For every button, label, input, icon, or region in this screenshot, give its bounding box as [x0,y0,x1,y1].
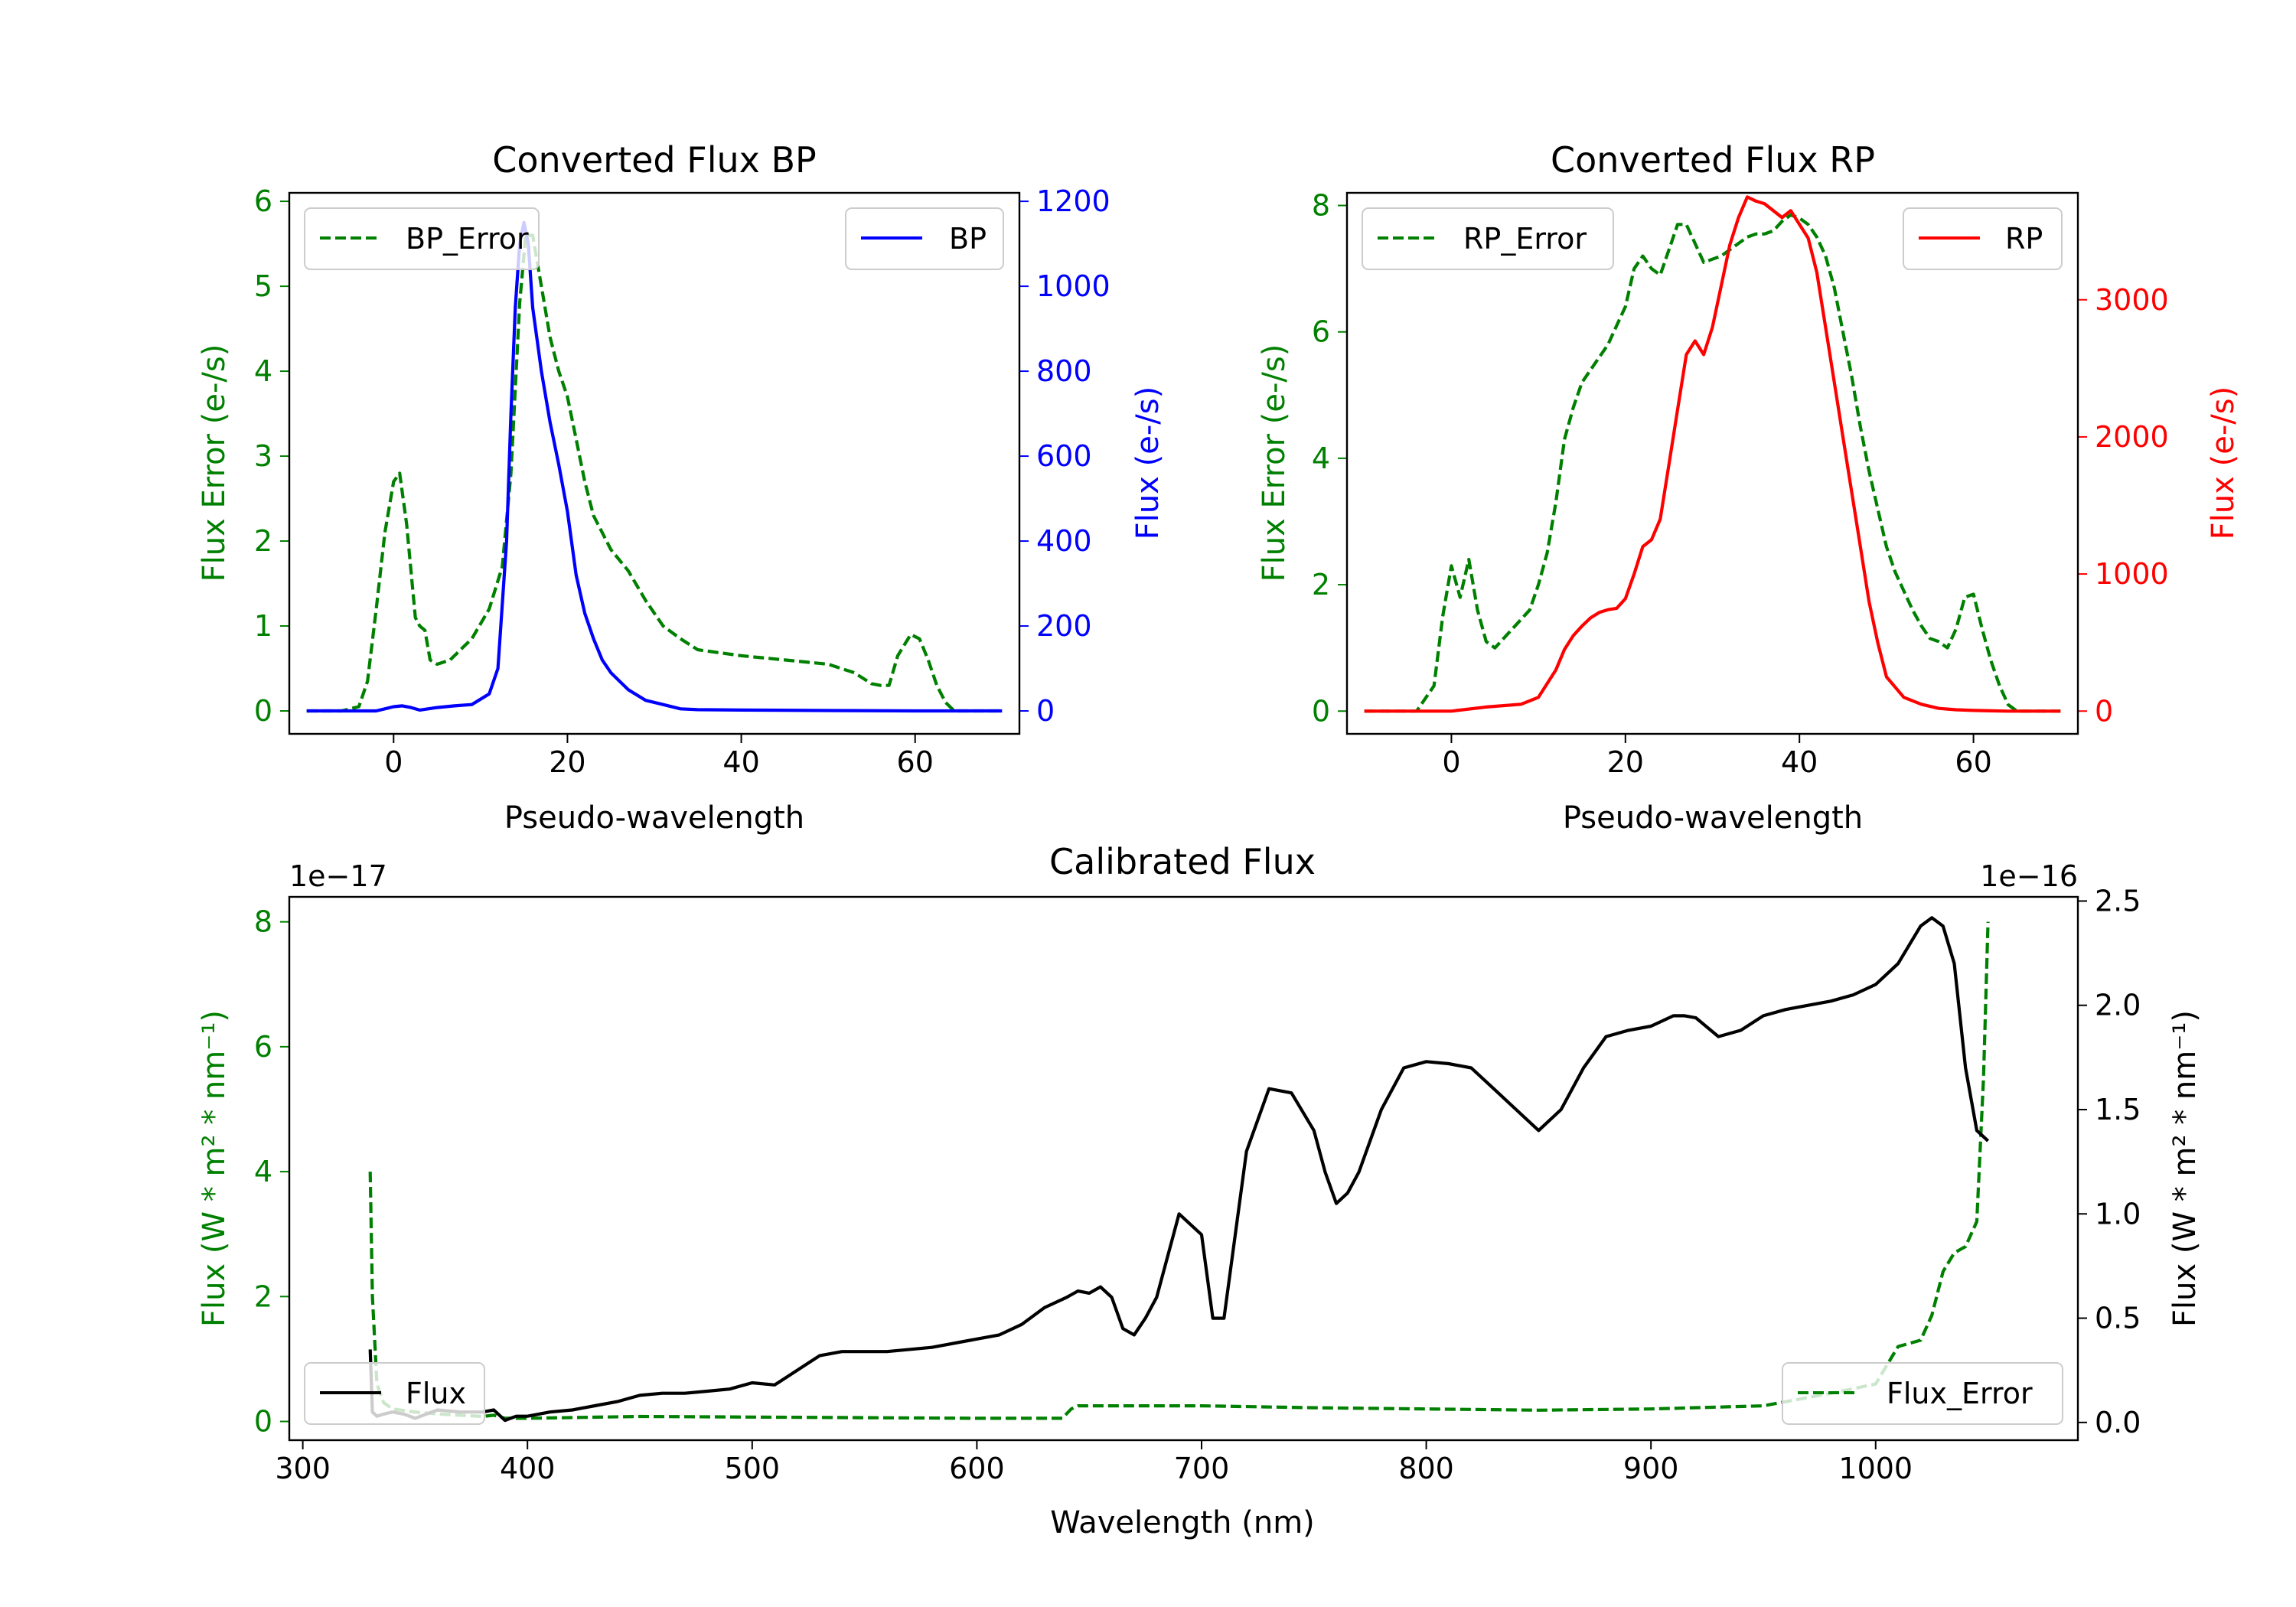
cal-xlabel: Wavelength (nm) [1050,1505,1315,1540]
y-right-tick-label: 200 [1036,609,1092,643]
y-left-tick-label: 0 [1312,694,1330,728]
cal-legend-flux-label: Flux [406,1377,466,1410]
cal-ylabel-right: Flux (W * m² * nm⁻¹) [2167,1010,2203,1327]
y-right-tick-label: 0.0 [2095,1406,2141,1439]
y-right-tick-label: 0.5 [2095,1302,2141,1335]
cal-legend-error-label: Flux_Error [1887,1377,2033,1410]
cal-title: Calibrated Flux [1049,841,1316,882]
rp-plot-frame [1345,191,2079,735]
y-left-tick-label: 8 [254,905,272,939]
y-left-tick-label: 4 [254,1155,272,1188]
bp-lines [306,220,1003,713]
series-bp-error-line [306,233,1003,713]
bp-legend-flux-label: BP [949,222,987,256]
bp-ylabel-left: Flux Error (e-/s) [197,344,232,582]
x-tick-label: 20 [549,745,585,779]
rp-panel: Converted Flux RP 0 20 40 60 0 2 4 6 8 0 1000 2000 3… [1257,139,2241,836]
y-right-tick-label: 2000 [2095,420,2169,454]
y-right-tick-label: 600 [1036,439,1092,473]
y-left-tick-label: 0 [254,694,272,728]
x-tick-label: 20 [1607,745,1644,779]
series-rp-error-line [1364,213,2061,713]
y-left-tick-label: 5 [254,269,272,303]
y-left-tick-label: 2 [254,524,272,558]
bp-legend-error: BP_Error [304,207,540,270]
cal-legend-flux: Flux [304,1362,485,1425]
y-left-tick-label: 2 [1312,568,1330,601]
x-tick-label: 400 [500,1452,556,1485]
y-left-tick-label: 6 [1312,315,1330,349]
y-right-tick-label: 2.5 [2095,884,2141,918]
x-tick-label: 900 [1623,1452,1679,1485]
y-left-tick-label: 2 [254,1279,272,1313]
calibrated-panel: Calibrated Flux 1e−17 1e−16 300 400 500 600… [197,841,2203,1540]
rp-ylabel-left: Flux Error (e-/s) [1257,344,1292,582]
y-right-tick-label: 1000 [2095,557,2169,591]
bp-title: Converted Flux BP [492,139,817,181]
series-bp-line [306,220,1003,713]
y-right-tick-label: 1000 [1036,269,1110,303]
x-tick-label: 60 [1955,745,1991,779]
y-left-tick-label: 8 [1312,189,1330,223]
bp-legend-flux: BP [845,207,1004,270]
y-right-tick-label: 0 [1036,694,1055,728]
y-left-tick-label: 6 [254,1030,272,1064]
x-tick-label: 600 [949,1452,1005,1485]
bp-xlabel: Pseudo-wavelength [504,800,804,836]
cal-tick-group: 300 400 500 600 700 800 900 1000 0 2 4 6 8 0.0 0.5 1.0 1… [254,884,2141,1485]
x-tick-label: 0 [1442,745,1460,779]
rp-legend-error-label: RP_Error [1463,222,1587,256]
bp-plot-frame [288,191,1021,735]
x-tick-label: 0 [384,745,403,779]
series-flux-line [368,916,1990,1423]
x-tick-label: 800 [1398,1452,1454,1485]
y-right-tick-label: 1.5 [2095,1093,2141,1126]
series-rp-line [1364,195,2061,713]
x-tick-label: 40 [1781,745,1818,779]
y-left-tick-label: 4 [1312,442,1330,475]
x-tick-label: 1000 [1838,1452,1913,1485]
bp-legend-error-label: BP_Error [406,222,529,256]
cal-ylabel-left: Flux (W * m² * nm⁻¹) [197,1010,232,1327]
rp-legend-flux: RP [1903,207,2063,270]
rp-xlabel: Pseudo-wavelength [1563,800,1863,836]
y-left-tick-label: 6 [254,184,272,218]
y-right-tick-label: 400 [1036,524,1092,558]
y-left-tick-label: 4 [254,354,272,388]
rp-tick-group: 0 20 40 60 0 2 4 6 8 0 1000 2000 3000 [1312,189,2169,779]
y-left-tick-label: 0 [254,1405,272,1439]
cal-offset-right: 1e−16 [1980,859,2078,893]
rp-lines [1364,195,2061,713]
y-right-tick-label: 1200 [1036,184,1110,218]
y-right-tick-label: 1.0 [2095,1197,2141,1231]
bp-ylabel-right: Flux (e-/s) [1130,386,1166,539]
y-left-tick-label: 3 [254,439,272,473]
x-tick-label: 700 [1174,1452,1230,1485]
rp-title: Converted Flux RP [1551,139,1875,181]
x-tick-label: 300 [275,1452,331,1485]
bp-panel: Converted Flux BP 0 20 40 60012345602004006… [197,139,1166,836]
rp-legend-flux-label: RP [2005,222,2043,256]
cal-legend-error: Flux_Error [1782,1362,2063,1425]
y-left-tick-label: 1 [254,609,272,643]
y-right-tick-label: 800 [1036,354,1092,388]
x-tick-label: 500 [725,1452,781,1485]
rp-ylabel-right: Flux (e-/s) [2206,386,2241,539]
y-right-tick-label: 0 [2095,694,2113,728]
y-right-tick-label: 3000 [2095,283,2169,317]
x-tick-label: 40 [722,745,759,779]
y-right-tick-label: 2.0 [2095,989,2141,1022]
x-tick-label: 60 [897,745,934,779]
rp-legend-error: RP_Error [1362,207,1614,270]
cal-plot-frame [288,895,2079,1442]
cal-offset-left: 1e−17 [289,859,387,893]
